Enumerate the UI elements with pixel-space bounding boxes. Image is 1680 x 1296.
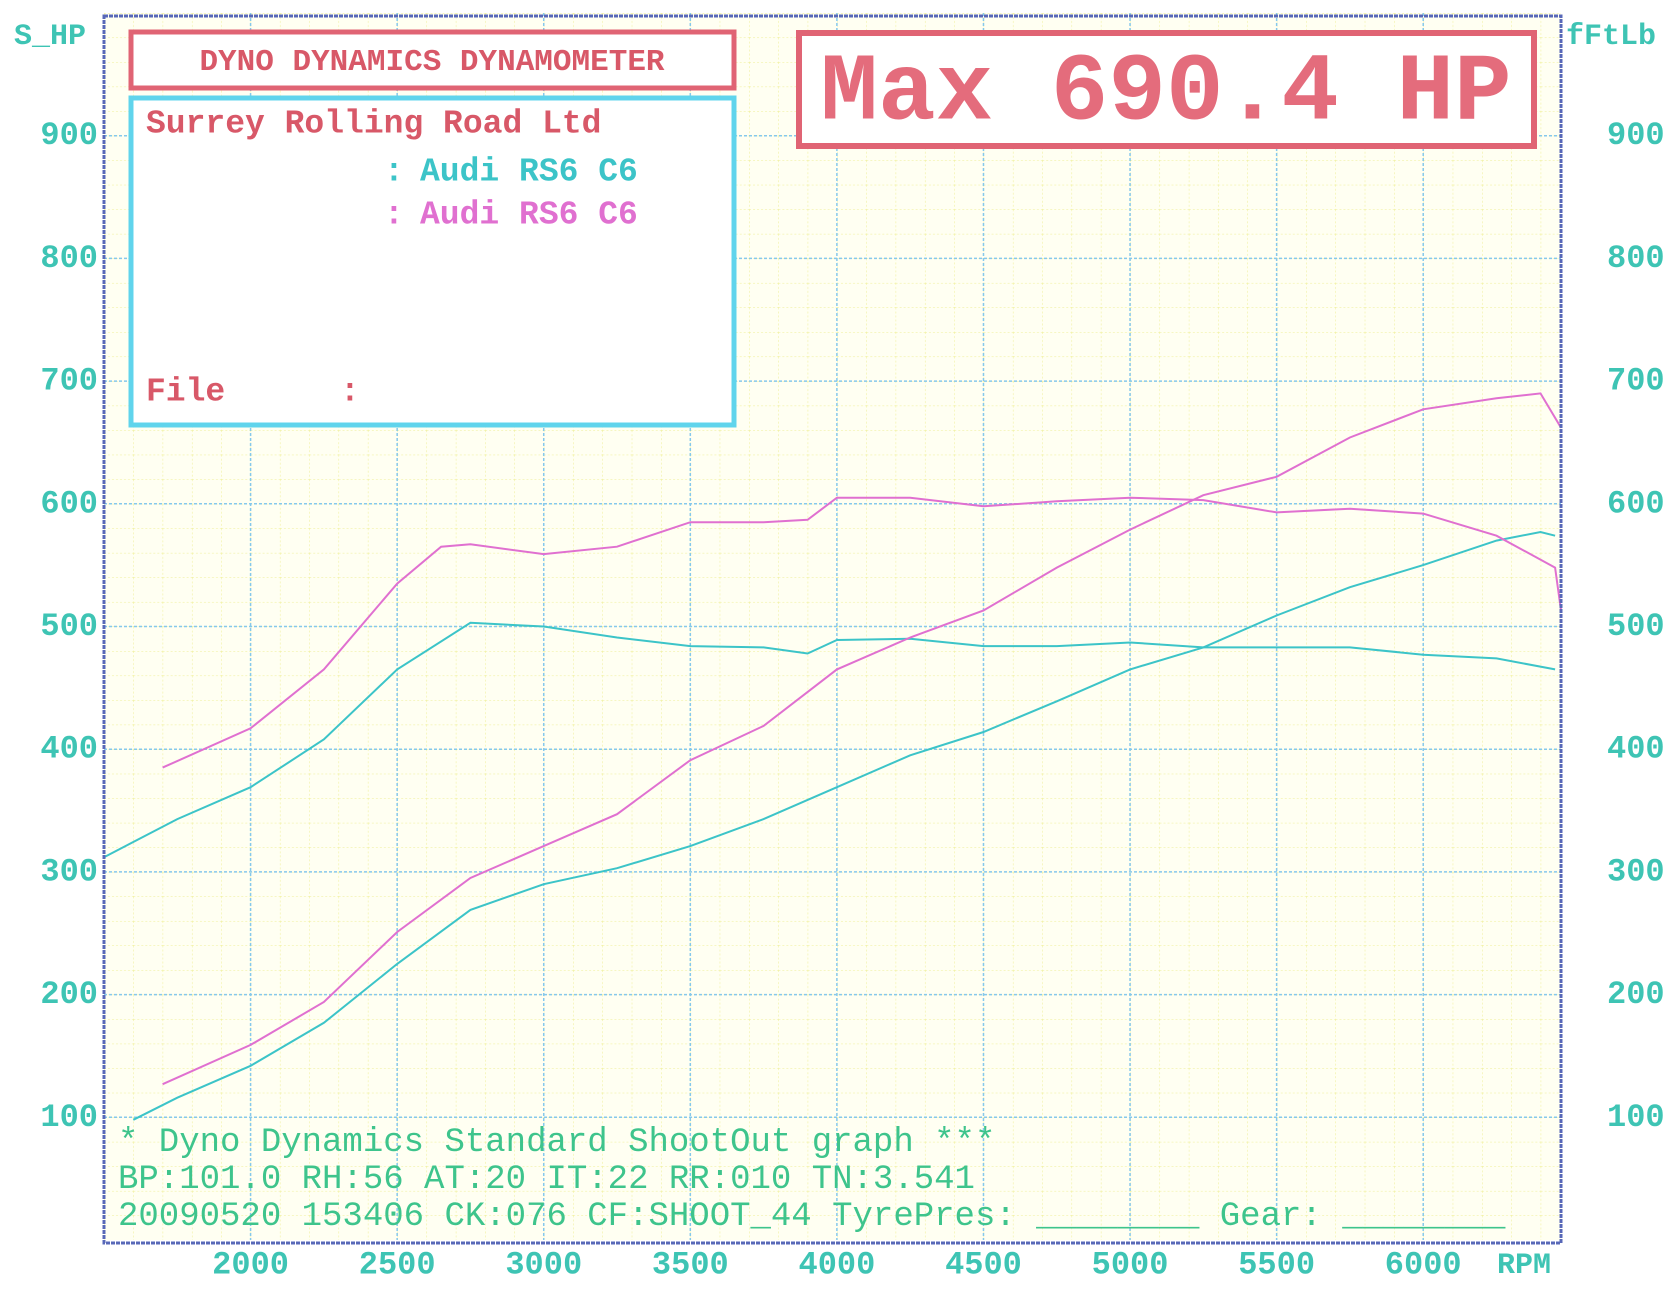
x-axis-label: RPM [1497, 1249, 1551, 1283]
y-tick-label: 700 [40, 363, 98, 400]
y-tick-label: 300 [40, 853, 98, 890]
x-tick-label: 3500 [652, 1246, 729, 1283]
max-box [796, 30, 1537, 149]
legend-entry: Audi RS6 C6 [420, 154, 638, 191]
y2-tick-label: 400 [1607, 731, 1665, 768]
x-tick-label: 5000 [1092, 1246, 1169, 1283]
y2-tick-label: 300 [1607, 853, 1665, 890]
x-tick-label: 4000 [798, 1246, 875, 1283]
footer-line: BP:101.0 RH:56 AT:20 IT:22 RR:010 TN:3.5… [118, 1161, 975, 1199]
power-line [132, 530, 1556, 1121]
file-separator: : [340, 374, 360, 411]
info-box [128, 95, 737, 428]
torque-line [103, 621, 1556, 859]
y-tick-label: 200 [40, 976, 98, 1013]
footer-line: * Dyno Dynamics Standard ShootOut graph … [118, 1124, 995, 1162]
y-tick-label: 600 [40, 485, 98, 522]
x-tick-label: 2500 [359, 1246, 436, 1283]
y2-tick-label: 500 [1607, 608, 1665, 645]
chart-title: DYNO DYNAMICS DYNAMOMETER [199, 45, 664, 80]
y-tick-label: 800 [40, 240, 98, 277]
legend-entry: Audi RS6 C6 [420, 197, 638, 234]
x-tick-label: 3000 [505, 1246, 582, 1283]
y2-axis-label: fFtLb [1566, 20, 1656, 54]
file-label: File [146, 374, 225, 411]
footer-line: 20090520 153406 CK:076 CF:SHOOT_44 TyreP… [118, 1198, 1506, 1236]
y2-tick-label: 700 [1607, 363, 1665, 400]
y2-tick-label: 100 [1607, 1099, 1665, 1136]
torque-line [162, 496, 1562, 769]
plot-border [102, 14, 1563, 1245]
y2-tick-label: 800 [1607, 240, 1665, 277]
y2-tick-label: 600 [1607, 485, 1665, 522]
y-tick-label: 100 [40, 1099, 98, 1136]
x-tick-label: 2000 [212, 1246, 289, 1283]
x-tick-label: 6000 [1385, 1246, 1462, 1283]
y-tick-label: 400 [40, 731, 98, 768]
company: Surrey Rolling Road Ltd [146, 106, 601, 143]
x-tick-label: 4500 [945, 1246, 1022, 1283]
x-tick-label: 5500 [1238, 1246, 1315, 1283]
y-tick-label: 900 [40, 117, 98, 154]
y-axis-label: S_HP [14, 20, 86, 54]
max-annotation: Max 690.4 HP [820, 38, 1511, 147]
power-line [162, 392, 1562, 1086]
y2-tick-label: 900 [1607, 117, 1665, 154]
y2-tick-label: 200 [1607, 976, 1665, 1013]
title-box [128, 29, 737, 91]
y-tick-label: 500 [40, 608, 98, 645]
legend-separator: : [384, 197, 404, 234]
legend-separator: : [384, 154, 404, 191]
